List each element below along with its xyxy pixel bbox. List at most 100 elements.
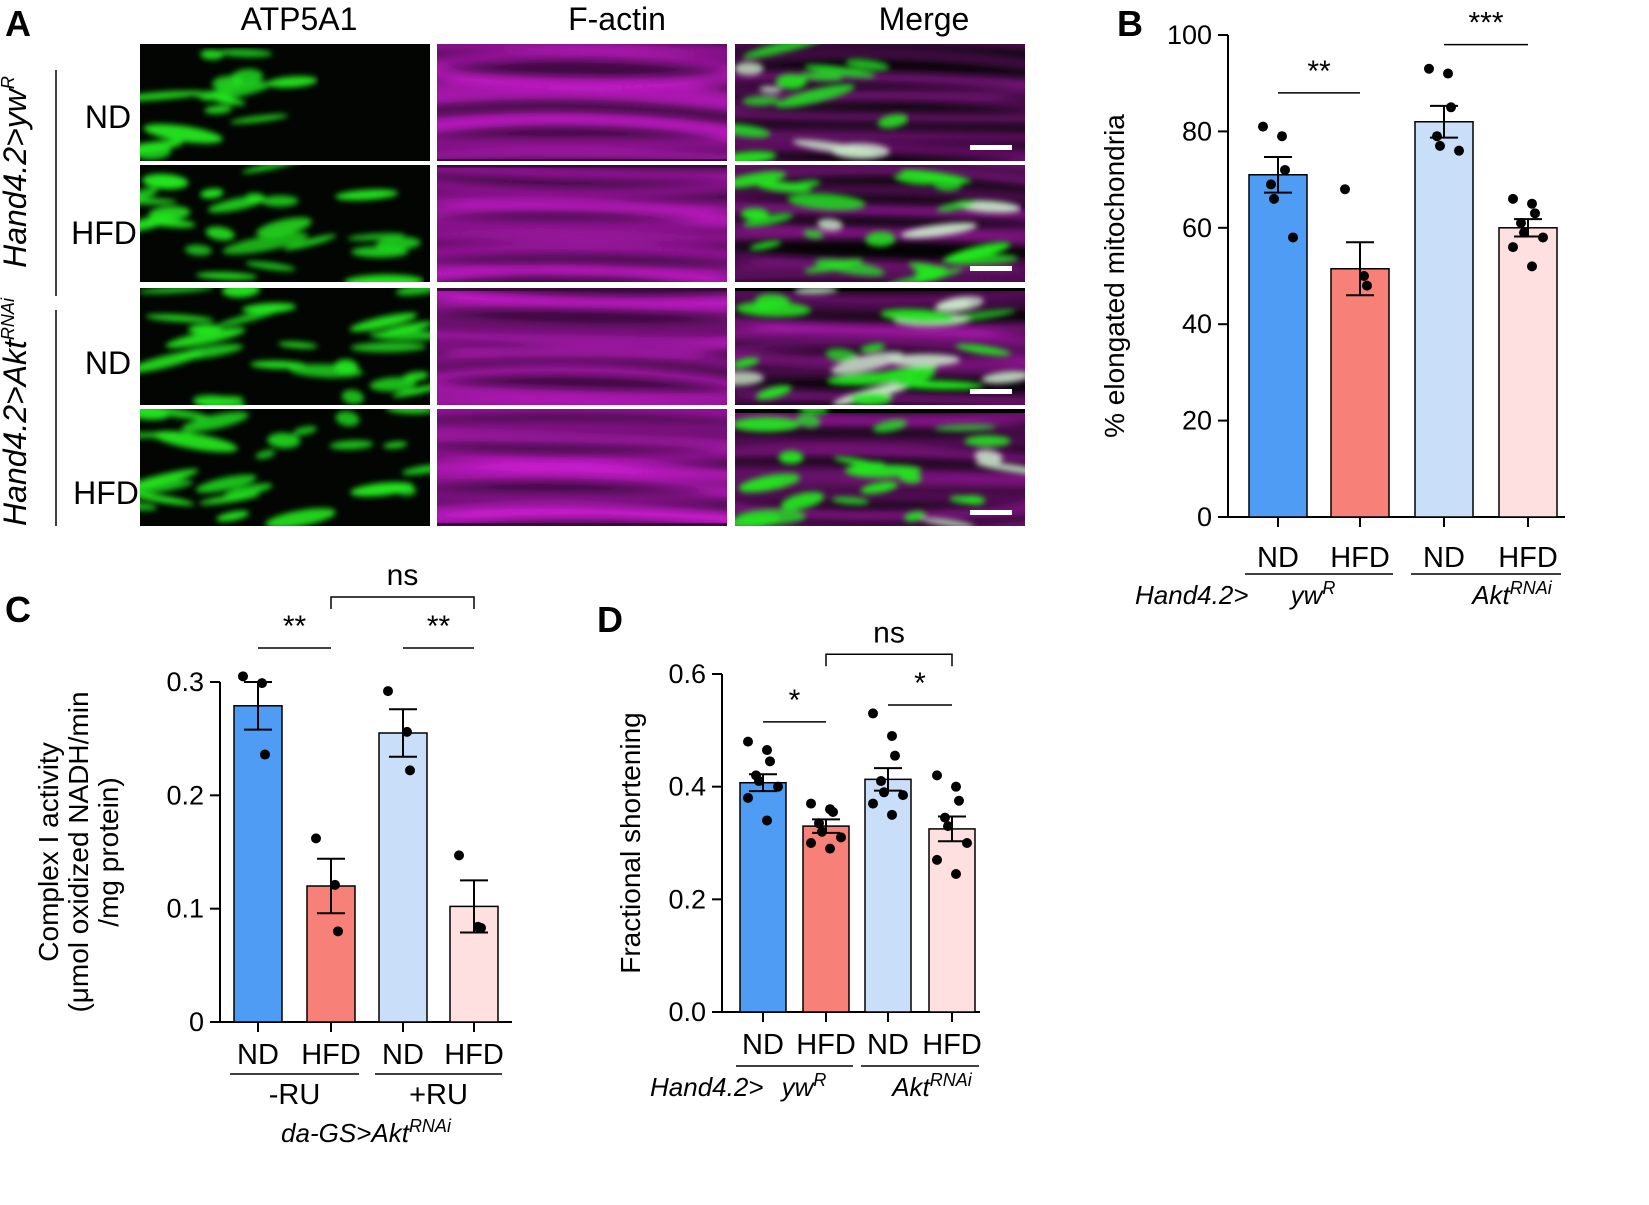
column-title-f-actin: F-actin <box>568 1 666 37</box>
data-point <box>868 708 878 719</box>
mitochondrion <box>877 114 909 128</box>
mitochondrion <box>797 409 829 414</box>
mitochondrion <box>796 413 821 428</box>
mitochondrion <box>787 193 866 211</box>
f-actin-band <box>735 110 1025 123</box>
genotype-label-akt: Hand4.2>AktRNAi <box>0 297 33 526</box>
f-actin-band <box>735 44 1025 49</box>
atp5a1-mitochondria <box>140 165 424 282</box>
f-actin-band <box>437 232 727 241</box>
bar-nd <box>1248 174 1308 518</box>
data-point <box>454 850 464 861</box>
f-actin-band <box>735 409 1025 425</box>
mitochondrion <box>401 464 430 475</box>
x-tick-label: ND <box>382 1039 424 1071</box>
f-actin-band <box>437 296 727 317</box>
data-point <box>1508 193 1518 204</box>
mitochondrion <box>817 218 843 231</box>
mitochondrion <box>217 309 279 327</box>
y-tick-label: 0.0 <box>668 997 706 1027</box>
data-point <box>1530 208 1540 219</box>
y-tick-label: 0.4 <box>668 772 706 802</box>
group-label: ywR <box>780 1070 827 1102</box>
y-axis-title: /mg protein) <box>93 777 124 926</box>
micrograph-merge-row-2 <box>735 165 1025 282</box>
micrograph-merge-row-4 <box>735 409 1025 526</box>
mitochondrion <box>283 234 337 251</box>
mitochondrion <box>735 417 801 432</box>
x-tick-label: ND <box>1423 542 1465 574</box>
atp5a1-mitochondria <box>140 48 318 160</box>
mitochondrion <box>735 124 771 138</box>
f-actin-band <box>437 384 727 402</box>
mitochondrion <box>230 114 289 124</box>
y-tick-label: 0 <box>1197 502 1212 532</box>
panel-letter-c: C <box>5 589 31 630</box>
x-tick-label: ND <box>1257 542 1299 574</box>
data-point <box>1288 232 1298 243</box>
data-point <box>1454 145 1464 156</box>
mitochondrion <box>143 124 223 144</box>
mitochondrion <box>860 481 898 494</box>
significance-label: ** <box>1307 55 1331 88</box>
x-tick-label: ND <box>237 1039 279 1071</box>
mitochondrion <box>974 450 1003 464</box>
mitochondrion <box>735 151 777 161</box>
mitochondrion <box>278 341 318 349</box>
mitochondrion <box>369 377 417 392</box>
data-point <box>887 730 897 741</box>
bar-nd <box>1414 121 1474 518</box>
mitochondrion <box>200 188 224 199</box>
mitochondrion <box>140 197 178 205</box>
f-actin-striations <box>437 165 727 282</box>
data-point <box>1538 232 1548 243</box>
mitochondrion <box>804 64 876 78</box>
mitochondrion <box>140 144 172 160</box>
data-point <box>1277 131 1287 142</box>
row-label-nd-2: ND <box>85 345 131 381</box>
f-actin-band <box>437 366 727 387</box>
data-point <box>1446 102 1456 113</box>
mitochondrion <box>181 411 249 432</box>
bar-hfd <box>1498 227 1558 518</box>
data-point <box>879 787 889 798</box>
mitochondrion <box>265 508 336 526</box>
mitochondrion <box>383 441 408 449</box>
mitochondrion <box>755 181 812 193</box>
mitochondrion <box>392 384 430 398</box>
column-title-merge: Merge <box>879 1 970 37</box>
data-point <box>1519 227 1529 238</box>
mitochondrion <box>375 236 421 251</box>
mitochondrion <box>743 212 794 227</box>
mitochondrion <box>735 357 760 368</box>
panel-letter-b: B <box>1117 3 1143 44</box>
genotype-prefix: Hand4.2> <box>1135 580 1248 610</box>
data-point <box>1362 280 1372 291</box>
data-point <box>1280 164 1290 175</box>
y-tick-label: 20 <box>1182 406 1212 436</box>
row-label-hfd-2: HFD <box>73 475 139 511</box>
data-point <box>743 792 753 803</box>
bar-hfd <box>1330 268 1390 518</box>
f-actin-band <box>437 491 727 502</box>
mitochondrion <box>344 274 424 282</box>
mitochondrion <box>245 192 266 204</box>
f-actin-band <box>437 181 727 197</box>
panel-letter-d: D <box>597 599 623 640</box>
mitochondrion <box>860 343 886 353</box>
micrograph-f-actin-row-2 <box>437 165 727 282</box>
data-point <box>825 843 835 854</box>
bar-nd <box>233 705 283 1023</box>
mitochondrion <box>261 195 299 207</box>
data-point <box>887 809 897 820</box>
x-tick-label: HFD <box>444 1039 504 1071</box>
f-actin-band <box>437 139 727 148</box>
data-point <box>1516 217 1526 228</box>
mitochondrion <box>904 367 936 383</box>
mitochondrion <box>794 288 838 295</box>
bar-nd <box>378 732 428 1023</box>
genotype-label-yw: Hand4.2>ywR <box>0 76 33 268</box>
bar-nd <box>864 778 912 1013</box>
panel-b-chart: 0 20 40 60 80 100 % elongated mitochondria ND HF… <box>1099 7 1565 610</box>
data-point <box>868 798 878 809</box>
